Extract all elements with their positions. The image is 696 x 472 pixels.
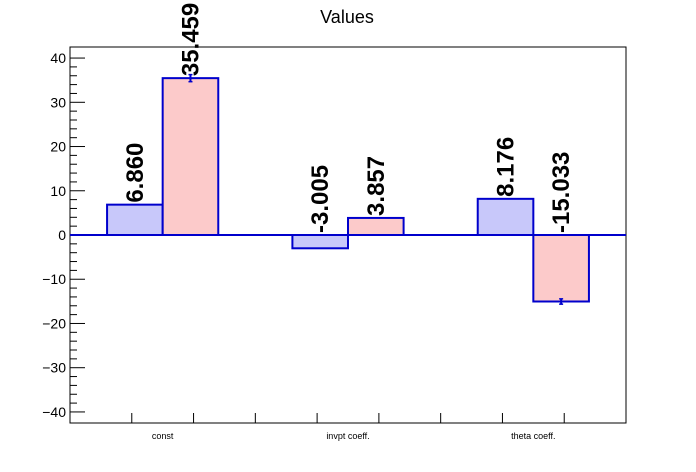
y-tick-label: −40 (42, 404, 66, 420)
value-label: 8.176 (493, 137, 520, 197)
bar (291, 234, 349, 250)
y-tick-label: −10 (42, 271, 66, 287)
x-tick-label: invpt coeff. (326, 431, 369, 441)
value-label: 3.857 (363, 156, 390, 216)
bar (347, 216, 405, 236)
value-label: 6.860 (122, 143, 149, 203)
y-tick-label: 30 (50, 94, 66, 110)
value-label: 35.459 (177, 3, 204, 76)
bars (70, 73, 626, 305)
y-tick-label: 40 (50, 50, 66, 66)
x-axis: const invpt coeff. theta coeff. (131, 413, 565, 441)
y-tick-label: −30 (42, 360, 66, 376)
y-tick-label: 0 (58, 227, 66, 243)
value-label: -3.005 (307, 165, 334, 233)
x-tick-label: const (152, 431, 174, 441)
x-tick-label: theta coeff. (511, 431, 555, 441)
bar (106, 203, 164, 236)
y-tick-label: 20 (50, 139, 66, 155)
y-tick-label: −20 (42, 315, 66, 331)
value-label: -15.033 (548, 152, 575, 233)
bar (476, 197, 535, 236)
y-axis: −40 −30 −20 −10 0 10 20 30 40 (42, 50, 85, 420)
bar (161, 77, 220, 236)
chart-title: Values (320, 7, 374, 27)
value-labels: 6.860 -3.005 8.176 35.459 3.857 -15.033 (122, 3, 575, 233)
bar (532, 234, 590, 303)
y-tick-label: 10 (50, 183, 66, 199)
